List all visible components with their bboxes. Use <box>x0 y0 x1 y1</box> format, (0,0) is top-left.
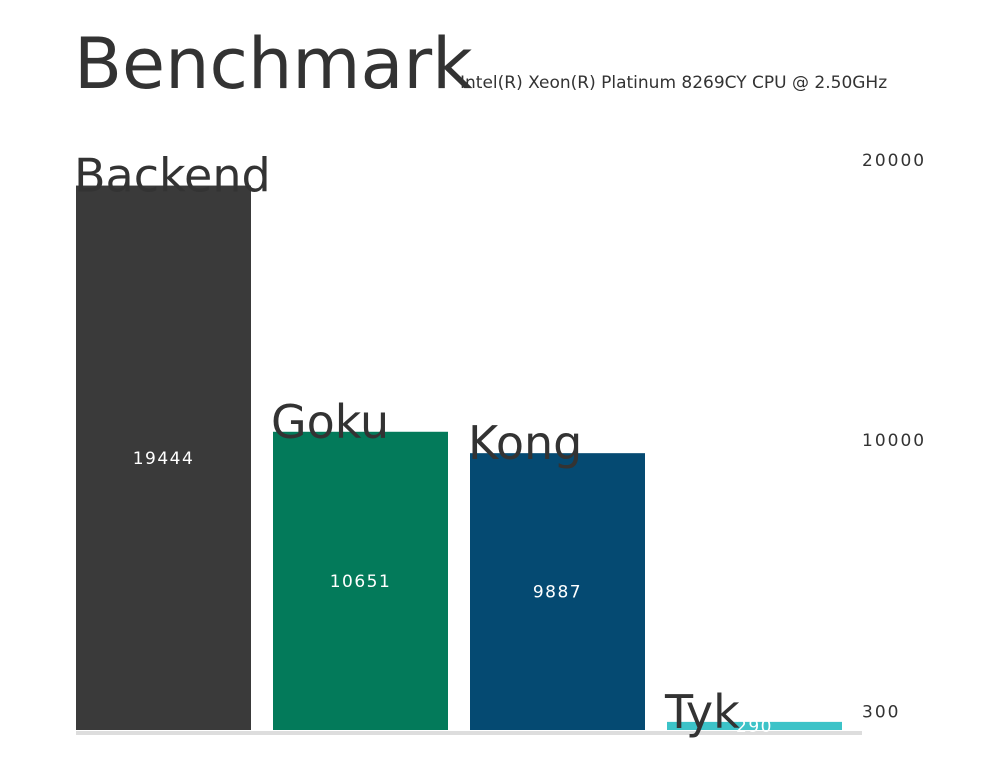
category-label: Backend <box>74 149 271 203</box>
category-label: Kong <box>468 416 582 470</box>
y-tick-label: 10000 <box>862 431 926 451</box>
chart-subtitle: Intel(R) Xeon(R) Platinum 8269CY CPU @ 2… <box>460 73 887 93</box>
bar <box>667 721 842 730</box>
bar <box>273 431 448 730</box>
chart-title: Benchmark <box>74 23 473 105</box>
bar <box>76 185 251 730</box>
value-label: 290 <box>736 717 773 737</box>
bar <box>470 453 645 730</box>
y-tick-label: 300 <box>862 703 900 723</box>
value-label: 9887 <box>533 583 582 603</box>
category-label: Tyk <box>664 685 740 739</box>
category-label: Goku <box>271 395 389 449</box>
value-label: 19444 <box>133 449 195 469</box>
value-label: 10651 <box>330 572 392 592</box>
y-tick-label: 20000 <box>862 151 926 171</box>
